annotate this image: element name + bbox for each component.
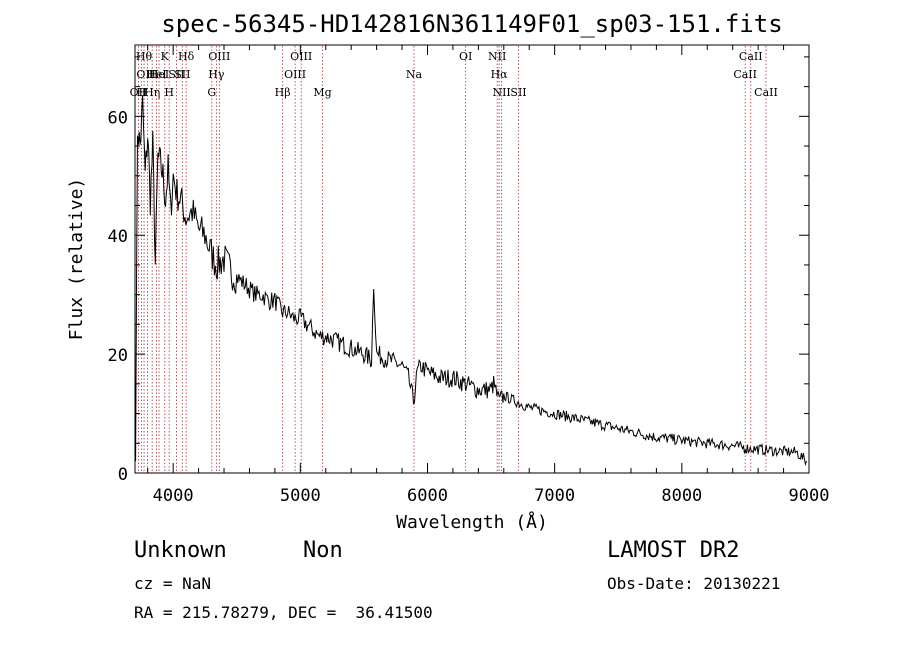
line-label-17: OIII bbox=[290, 50, 312, 63]
cz-label: cz = NaN bbox=[134, 574, 212, 593]
y-tick-label: 60 bbox=[108, 108, 128, 128]
line-label-12: G bbox=[207, 86, 216, 99]
line-label-26: CaII bbox=[739, 50, 763, 63]
line-label-2: Hθ bbox=[136, 50, 153, 63]
line-label-10: SII bbox=[174, 68, 190, 81]
line-label-3: OIII bbox=[136, 68, 158, 81]
subclass-label: Non bbox=[303, 538, 343, 563]
x-tick-label: 4000 bbox=[153, 486, 194, 506]
line-label-6: HeI bbox=[149, 68, 169, 81]
line-label-20: OI bbox=[459, 50, 472, 63]
line-label-25: CaII bbox=[733, 68, 757, 81]
line-label-8: H bbox=[164, 86, 174, 99]
line-label-11: Hδ bbox=[178, 50, 195, 63]
y-tick-label: 20 bbox=[108, 346, 128, 366]
spectrum-line bbox=[135, 95, 807, 467]
x-tick-label: 8000 bbox=[661, 486, 702, 506]
line-label-15: Hβ bbox=[275, 86, 291, 99]
emission-line-labels: OIIHHθOIIIHηHeIHeIKHSIISIIHδGHγOIIIHβOII… bbox=[130, 50, 778, 99]
line-label-27: CaII bbox=[754, 86, 778, 99]
line-label-22: Hα bbox=[491, 68, 509, 81]
x-tick-label: 6000 bbox=[407, 486, 448, 506]
line-label-21: NII bbox=[488, 50, 506, 63]
emission-line-markers bbox=[138, 46, 767, 472]
line-label-24: SII bbox=[510, 86, 526, 99]
line-label-16: OIII bbox=[284, 68, 306, 81]
line-label-7: K bbox=[161, 50, 170, 63]
line-label-19: Na bbox=[406, 68, 423, 81]
x-axis-ticks: 4000 5000 6000 7000 8000 9000 bbox=[147, 45, 830, 506]
y-tick-label: 0 bbox=[118, 465, 128, 485]
line-label-23: NII bbox=[492, 86, 510, 99]
y-axis-label: Flux (relative) bbox=[66, 178, 87, 341]
obs-date-label: Obs-Date: 20130221 bbox=[607, 574, 781, 593]
line-label-5: HeI bbox=[146, 68, 166, 81]
y-tick-label: 40 bbox=[108, 227, 128, 247]
x-tick-label: 9000 bbox=[789, 486, 830, 506]
line-label-13: Hγ bbox=[208, 68, 225, 81]
coordinates-label: RA = 215.78279, DEC = 36.41500 bbox=[134, 603, 433, 622]
line-label-14: OIII bbox=[208, 50, 230, 63]
object-class-label: Unknown bbox=[134, 538, 227, 563]
survey-label: LAMOST DR2 bbox=[607, 538, 740, 563]
line-label-9: SII bbox=[168, 68, 184, 81]
y-axis-ticks: 0 20 40 60 bbox=[108, 56, 809, 485]
chart-title: spec-56345-HD142816N361149F01_sp03-151.f… bbox=[161, 10, 782, 38]
x-axis-label: Wavelength (Å) bbox=[396, 511, 548, 533]
line-label-4: Hη bbox=[144, 86, 160, 99]
plot-frame bbox=[134, 44, 810, 474]
line-label-18: Mg bbox=[313, 86, 331, 99]
line-label-1: H bbox=[137, 86, 147, 99]
x-tick-label: 7000 bbox=[534, 486, 575, 506]
x-tick-label: 5000 bbox=[280, 486, 321, 506]
